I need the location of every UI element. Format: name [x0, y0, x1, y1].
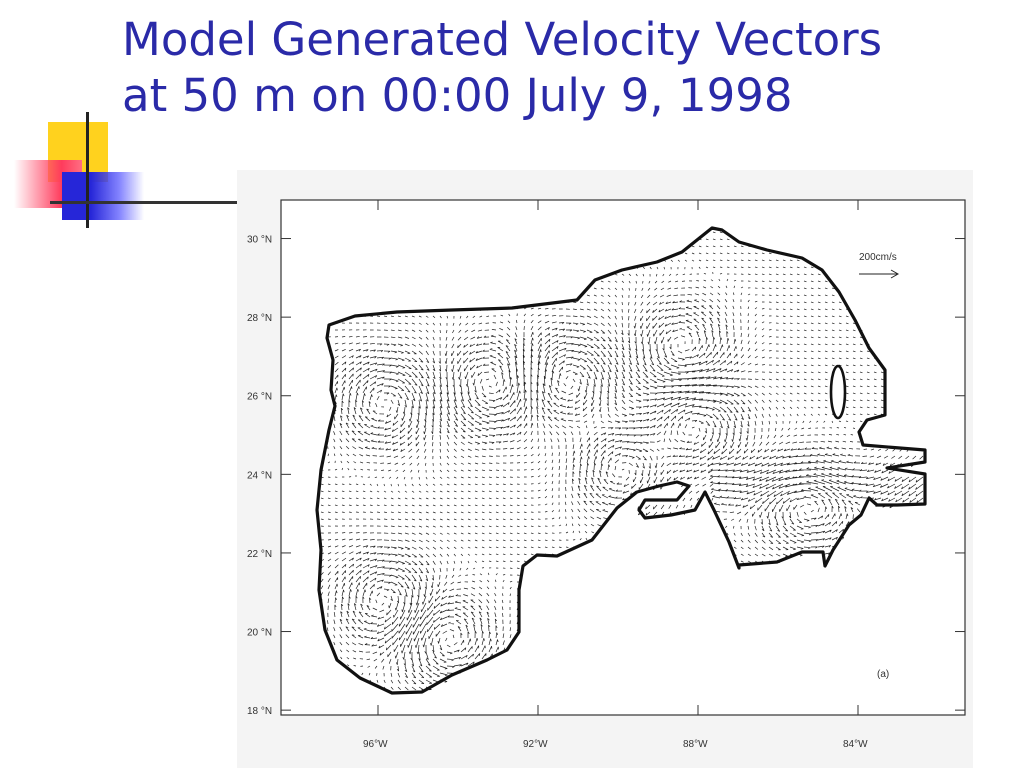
panel-label: (a) [877, 669, 889, 680]
velocity-vectors [320, 231, 924, 691]
map-frame [280, 199, 966, 716]
slide-title: Model Generated Velocity Vectors at 50 m… [122, 12, 1002, 124]
velocity-map-figure: 30 °N 28 °N 26 °N 24 °N 22 °N 20 °N 18 °N 96°W 9… [237, 170, 973, 768]
island [829, 364, 847, 420]
lon-tick-label: 88°W [683, 739, 708, 750]
lon-tick-label: 84°W [843, 739, 868, 750]
scale-arrow: 200cm/s [859, 252, 900, 279]
lon-tick-label: 92°W [523, 739, 548, 750]
lat-tick-label: 20 °N [247, 628, 272, 639]
slide-title-line-2: at 50 m on 00:00 July 9, 1998 [122, 69, 793, 122]
decor-blue-bar [62, 172, 144, 220]
lat-tick-label: 28 °N [247, 313, 272, 324]
scale-label: 200cm/s [859, 252, 897, 263]
map-axes: 30 °N 28 °N 26 °N 24 °N 22 °N 20 °N 18 °N 96°W 9… [247, 200, 965, 750]
lat-tick-label: 18 °N [247, 706, 272, 717]
lat-tick-label: 22 °N [247, 549, 272, 560]
velocity-map: 30 °N 28 °N 26 °N 24 °N 22 °N 20 °N 18 °N 96°W 9… [247, 199, 966, 750]
lat-tick-label: 24 °N [247, 470, 272, 481]
vector-field [320, 231, 924, 691]
lon-tick-label: 96°W [363, 739, 388, 750]
coastline [315, 226, 927, 695]
decor-horizontal-line [50, 201, 290, 204]
slide-title-line-1: Model Generated Velocity Vectors [122, 13, 883, 66]
lat-tick-label: 26 °N [247, 392, 272, 403]
decor-vertical-line [86, 112, 89, 228]
lat-tick-label: 30 °N [247, 235, 272, 246]
